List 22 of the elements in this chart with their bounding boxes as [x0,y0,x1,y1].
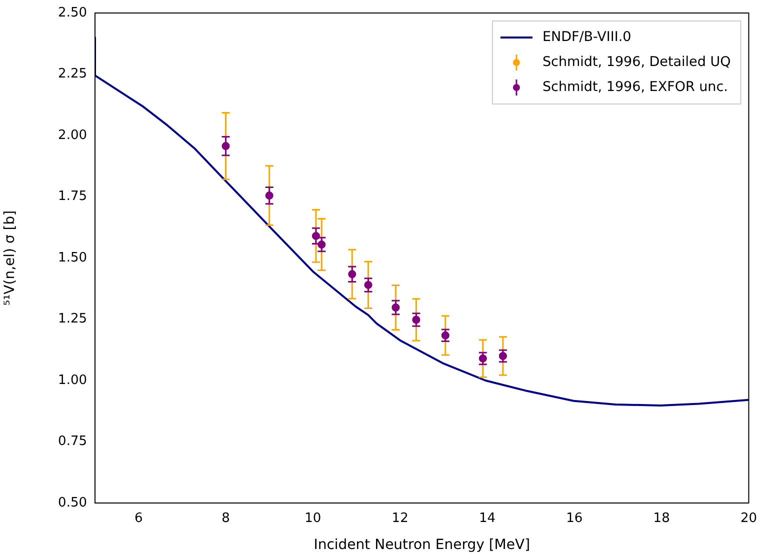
x-tick-label: 14 [478,511,496,526]
y-axis-title: ⁵¹V(n,el) σ [b] [2,210,18,306]
y-tick-label: 2.25 [58,66,87,82]
x-tick-label: 12 [392,511,408,526]
y-tick-label: 0.50 [58,495,87,510]
x-tick-label: 20 [740,511,757,526]
y-tick-label: 1.00 [58,372,87,388]
x-axis-title: Incident Neutron Energy [MeV] [314,537,530,554]
y-tick-label: 1.75 [58,189,87,204]
legend-label: ENDF/B-VIII.0 [542,29,632,45]
x-tick-label: 10 [304,511,322,526]
y-tick-label: 2.50 [58,5,87,20]
x-tick-label: 8 [222,511,230,526]
legend-label: Schmidt, 1996, EXFOR unc. [542,79,728,95]
y-tick-label: 2.00 [58,128,87,143]
x-tick-label: 16 [566,511,583,526]
legend-label: Schmidt, 1996, Detailed UQ [542,54,731,70]
y-tick-label: 1.50 [58,250,87,266]
y-tick-label: 1.25 [58,312,87,327]
y-tick-label: 0.75 [58,434,87,450]
x-tick-label: 6 [134,511,143,526]
x-tick-label: 18 [653,511,670,526]
